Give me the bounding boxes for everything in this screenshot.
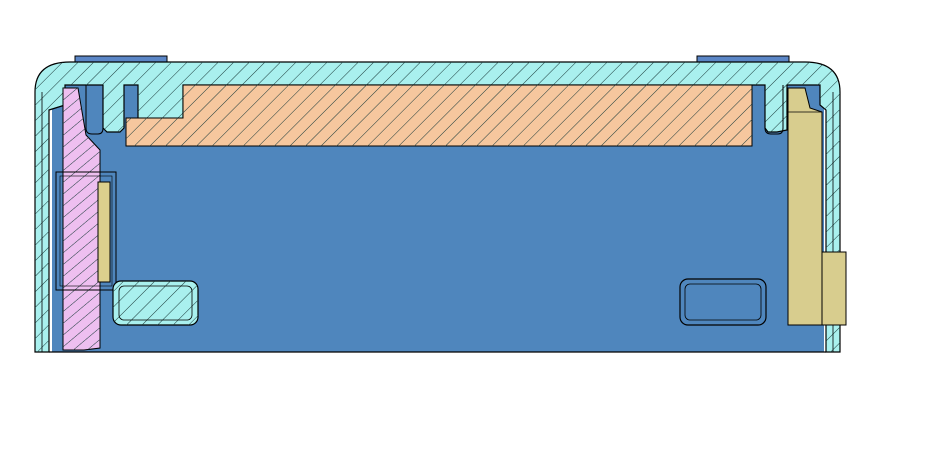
left-side-panel <box>62 87 101 351</box>
left-window <box>55 171 117 291</box>
left-hatched-block <box>112 280 199 326</box>
right-side-panel <box>787 87 847 326</box>
right-slot <box>679 278 767 326</box>
top-plate <box>125 84 753 147</box>
